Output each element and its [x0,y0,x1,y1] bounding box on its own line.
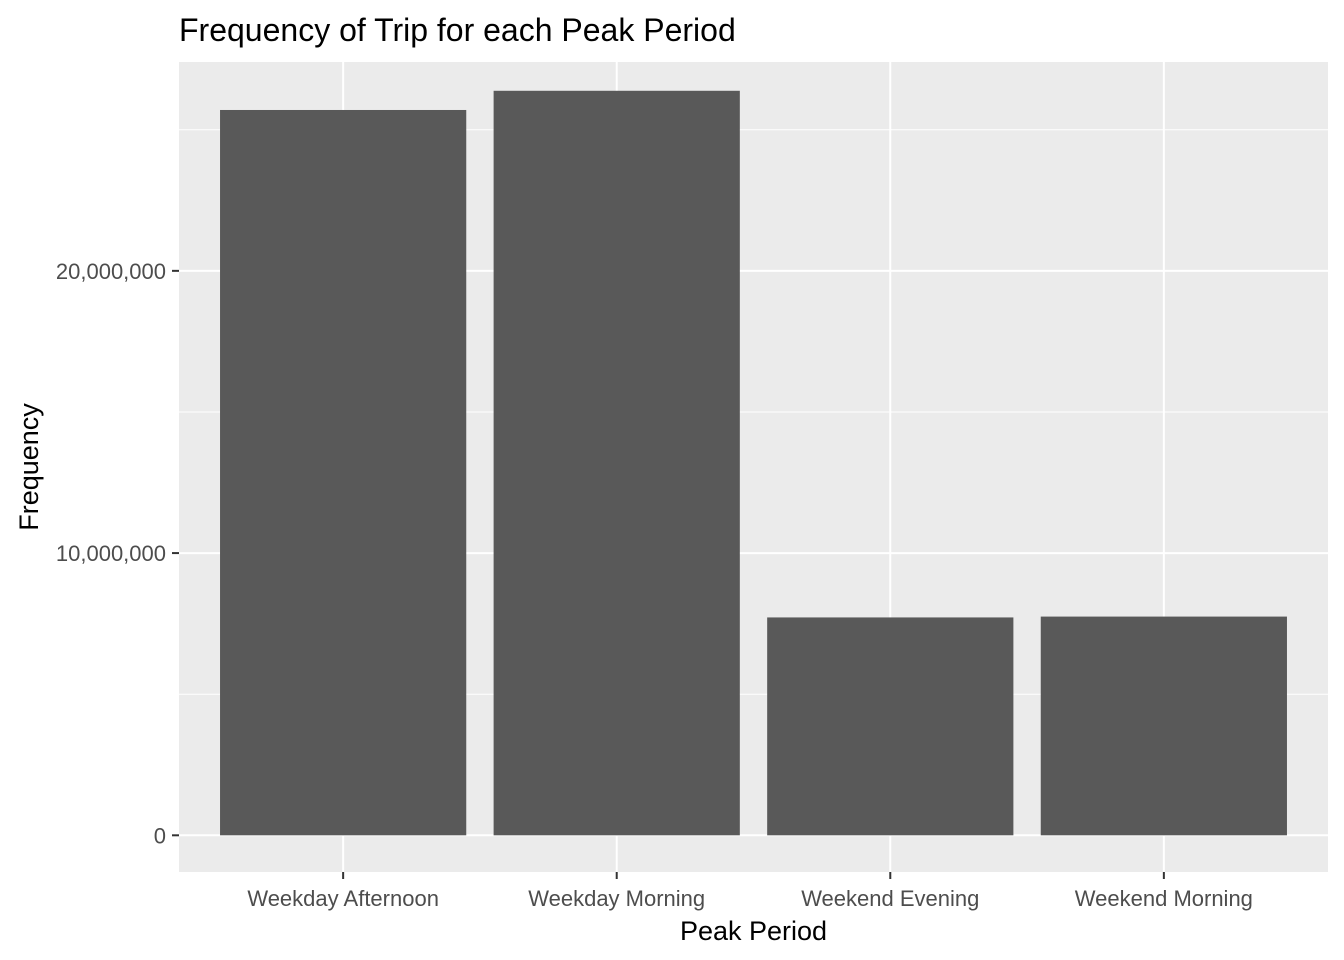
bar [767,617,1014,836]
y-tick-label: 0 [154,823,166,848]
bars [220,90,1287,836]
bar [220,109,467,836]
x-tick-label: Weekend Morning [1075,886,1253,911]
y-tick-label: 20,000,000 [56,259,166,284]
bar [1040,616,1287,836]
x-tick-label: Weekday Afternoon [247,886,439,911]
chart-title: Frequency of Trip for each Peak Period [179,12,736,48]
x-tick-label: Weekday Morning [528,886,705,911]
y-tick-label: 10,000,000 [56,541,166,566]
y-axis-title: Frequency [14,403,44,531]
x-tick-label: Weekend Evening [801,886,979,911]
axes: 0 10,000,000 20,000,000 Weekday Afternoon We… [56,259,1253,911]
bar [493,90,740,836]
x-axis-title: Peak Period [680,916,827,946]
